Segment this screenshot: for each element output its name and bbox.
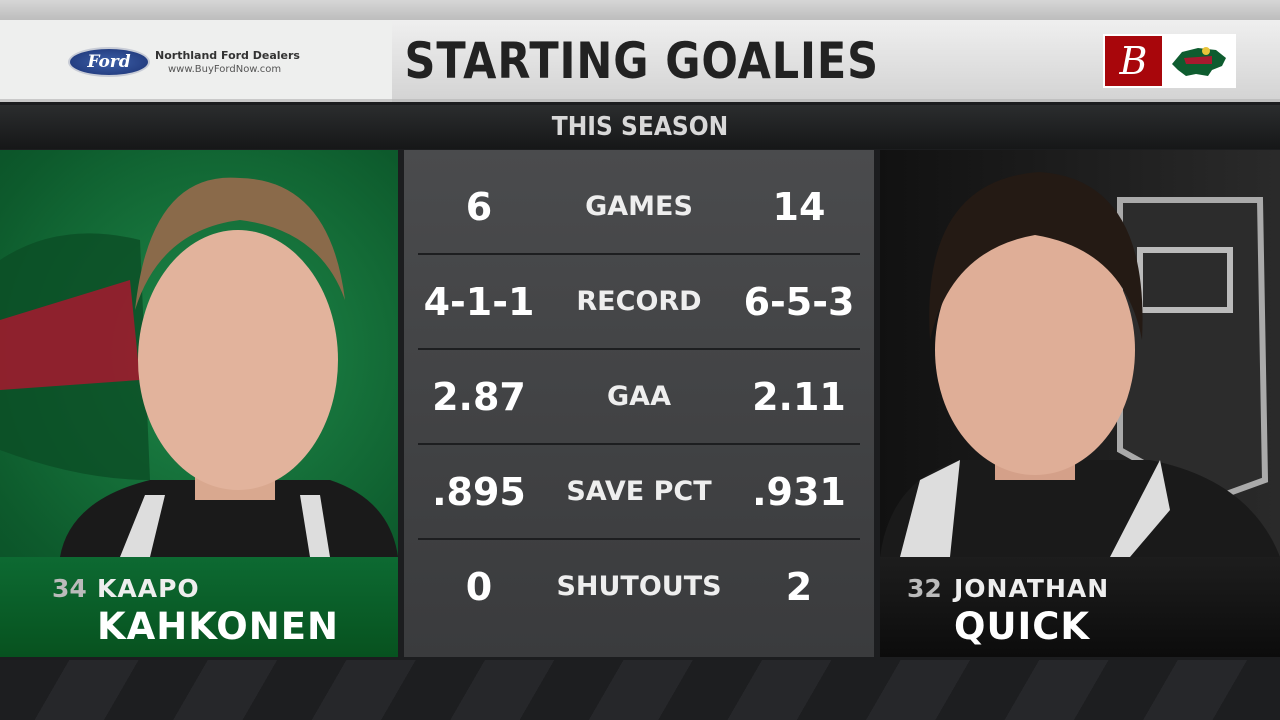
player-photo-kahkonen <box>0 177 398 557</box>
subtitle-bar <box>0 105 1280 149</box>
right-player-panel: 32 JONATHAN QUICK <box>880 150 1280 657</box>
stat-label: SAVE PCT <box>566 476 712 507</box>
ford-logo: Ford <box>68 47 150 77</box>
bottom-bar <box>0 660 1280 720</box>
stat-row-gaa: 2.87 GAA 2.11 <box>418 350 860 445</box>
right-value: 2 <box>785 565 813 609</box>
right-name-plate: 32 JONATHAN QUICK <box>880 557 1280 657</box>
minnesota-wild-logo-icon <box>1172 47 1226 76</box>
stats-table <box>404 150 874 657</box>
left-value: 0 <box>465 565 493 609</box>
player-first-name: KAAPO <box>97 574 200 603</box>
row-divider <box>418 348 860 350</box>
stat-row-shutouts: 0 SHUTOUTS 2 <box>418 540 860 635</box>
right-value: 2.11 <box>752 375 846 419</box>
sponsor-panel <box>0 20 392 102</box>
sponsor-name: Northland Ford Dealers <box>155 49 300 62</box>
player-photo-quick <box>880 172 1280 557</box>
right-value: .931 <box>752 470 846 514</box>
left-value: 2.87 <box>432 375 526 419</box>
right-value: 6-5-3 <box>743 280 855 324</box>
right-value: 14 <box>772 185 826 229</box>
stat-label: RECORD <box>576 286 702 317</box>
stat-label: SHUTOUTS <box>556 571 722 602</box>
left-value: 6 <box>465 185 493 229</box>
page-title: STARTING GOALIES <box>404 32 879 90</box>
stat-row-games: 6 GAMES 14 <box>418 160 860 255</box>
left-name-plate: 34 KAAPO KAHKONEN <box>0 557 398 657</box>
stat-row-record: 4-1-1 RECORD 6-5-3 <box>418 255 860 350</box>
sponsor-url: www.BuyFordNow.com <box>168 64 282 75</box>
row-divider <box>418 443 860 445</box>
top-strip <box>0 0 1280 20</box>
left-value: 4-1-1 <box>423 280 535 324</box>
bally-sports-logo: B <box>1105 36 1162 86</box>
left-player-panel: 34 KAAPO KAHKONEN <box>0 150 398 657</box>
player-first-name: JONATHAN <box>954 574 1110 603</box>
left-value: .895 <box>432 470 526 514</box>
season-label: THIS SEASON <box>551 112 729 142</box>
player-last-name: QUICK <box>954 605 1091 648</box>
row-divider <box>418 253 860 255</box>
row-divider <box>418 538 860 540</box>
player-number: 34 <box>52 574 87 603</box>
player-last-name: KAHKONEN <box>97 605 339 648</box>
stats-rows: 6 GAMES 14 4-1-1 RECORD 6-5-3 2.87 GAA 2… <box>404 160 874 640</box>
player-number: 32 <box>907 574 942 603</box>
stat-row-save-pct: .895 SAVE PCT .931 <box>418 445 860 540</box>
stat-label: GAA <box>607 381 671 412</box>
stat-label: GAMES <box>585 191 693 222</box>
